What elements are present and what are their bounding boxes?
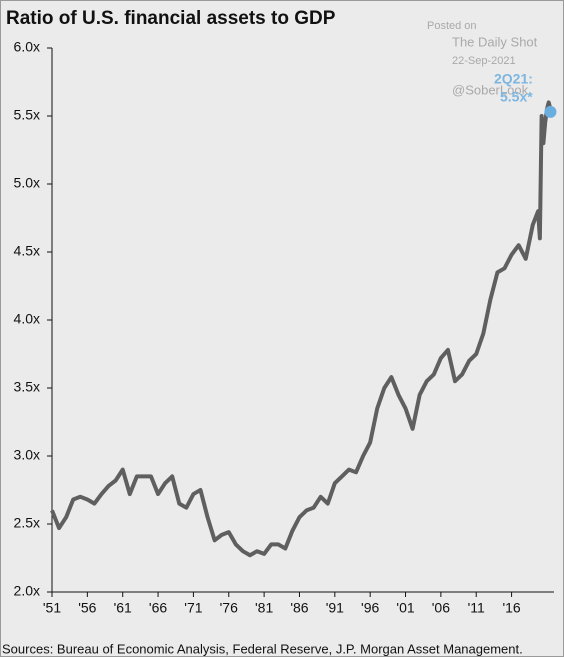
y-tick-label: 5.5x xyxy=(14,107,40,123)
data-line xyxy=(50,100,553,558)
x-tick-label: '66 xyxy=(149,600,167,616)
x-tick-label: '01 xyxy=(396,600,414,616)
watermark: 22-Sep-2021 xyxy=(452,55,516,67)
x-tick-label: '16 xyxy=(502,600,520,616)
y-tick-label: 6.0x xyxy=(14,39,40,55)
source-note: Sources: Bureau of Economic Analysis, Fe… xyxy=(2,641,523,656)
x-tick-label: '96 xyxy=(361,600,379,616)
x-tick-label: '91 xyxy=(326,600,344,616)
x-tick-label: '06 xyxy=(432,600,450,616)
y-tick-label: 3.0x xyxy=(14,447,40,463)
annotation: 2Q21: xyxy=(494,71,533,87)
chart-title: Ratio of U.S. financial assets to GDP xyxy=(6,8,336,29)
highlight-point xyxy=(544,105,557,118)
x-tick-label: '86 xyxy=(290,600,308,616)
y-tick-label: 3.5x xyxy=(14,379,40,395)
x-tick-label: '61 xyxy=(114,600,132,616)
annotation: 5.5x* xyxy=(500,89,533,105)
watermark: The Daily Shot xyxy=(452,34,538,49)
x-tick-label: '76 xyxy=(220,600,238,616)
y-tick-label: 4.5x xyxy=(14,243,40,259)
x-tick-label: '71 xyxy=(184,600,202,616)
y-tick-label: 5.0x xyxy=(14,175,40,191)
x-tick-label: '51 xyxy=(43,600,61,616)
watermark: @SoberLook xyxy=(452,82,529,97)
watermark: Posted on xyxy=(427,20,477,32)
y-tick-label: 2.0x xyxy=(14,583,40,599)
y-tick-label: 2.5x xyxy=(14,515,40,531)
x-tick-label: '11 xyxy=(468,600,485,616)
y-tick-label: 4.0x xyxy=(14,311,40,327)
x-tick-label: '81 xyxy=(255,600,273,616)
x-tick-label: '56 xyxy=(78,600,96,616)
